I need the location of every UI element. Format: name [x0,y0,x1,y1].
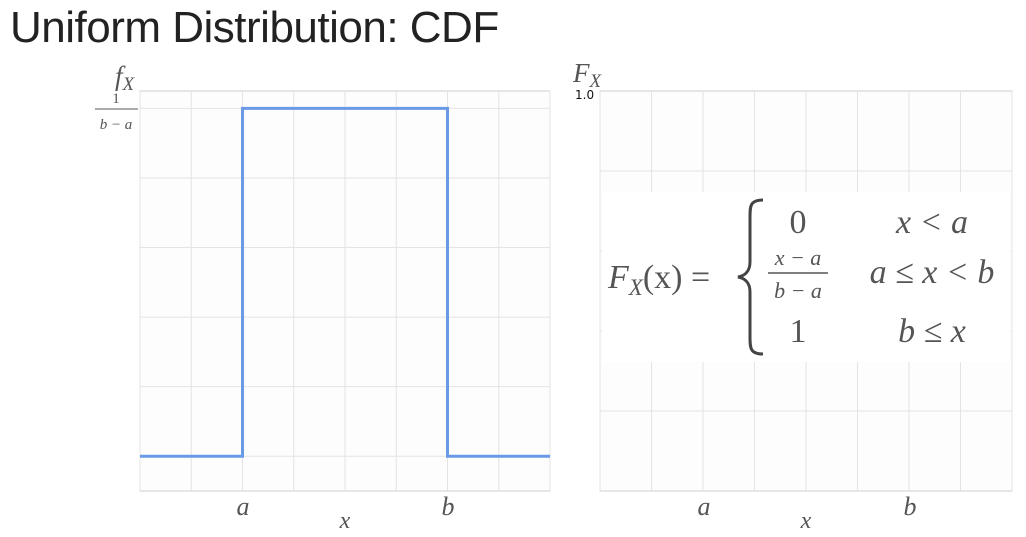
pdf-xlabel: x [339,508,351,534]
cdf-x-tick-a: a [698,492,711,521]
formula-lhs: FX(x) = [607,259,710,300]
pdf-y-tick-label: 1 b − a [95,91,138,133]
pdf-y-tick-numerator: 1 [112,91,120,107]
pdf-chart: fX 1 b − a a b x [95,61,551,534]
cdf-y-tick-top: 1.0 [575,88,594,102]
formula-brace [737,198,764,356]
cdf-ylabel: FX [572,58,603,92]
case-3-value: 1 [790,313,807,350]
case-2-numerator: x − a [774,245,822,270]
cdf-formula: FX(x) = 0 x < a x − a b − a a ≤ x < b 1 … [602,192,1010,362]
pdf-ylabel: fX [115,61,136,95]
formula-background [602,192,1010,362]
case-2-condition: a ≤ x < b [870,254,995,291]
page-title: Uniform Distribution: CDF [10,3,499,52]
case-1-value: 0 [790,204,807,241]
case-3-condition: b ≤ x [898,313,966,350]
pdf-line [140,106,550,458]
cdf-chart: FX 1.0 a b x FX(x) = 0 x < a x − a b − a… [572,58,1013,534]
pdf-x-tick-b: b [442,492,455,521]
pdf-y-tick-denominator: b − a [100,117,133,133]
cdf-xlabel: x [800,508,812,534]
case-2-denominator: b − a [774,278,822,303]
case-1-condition: x < a [895,204,968,241]
pdf-x-tick-a: a [237,492,250,521]
cdf-x-tick-b: b [904,492,917,521]
